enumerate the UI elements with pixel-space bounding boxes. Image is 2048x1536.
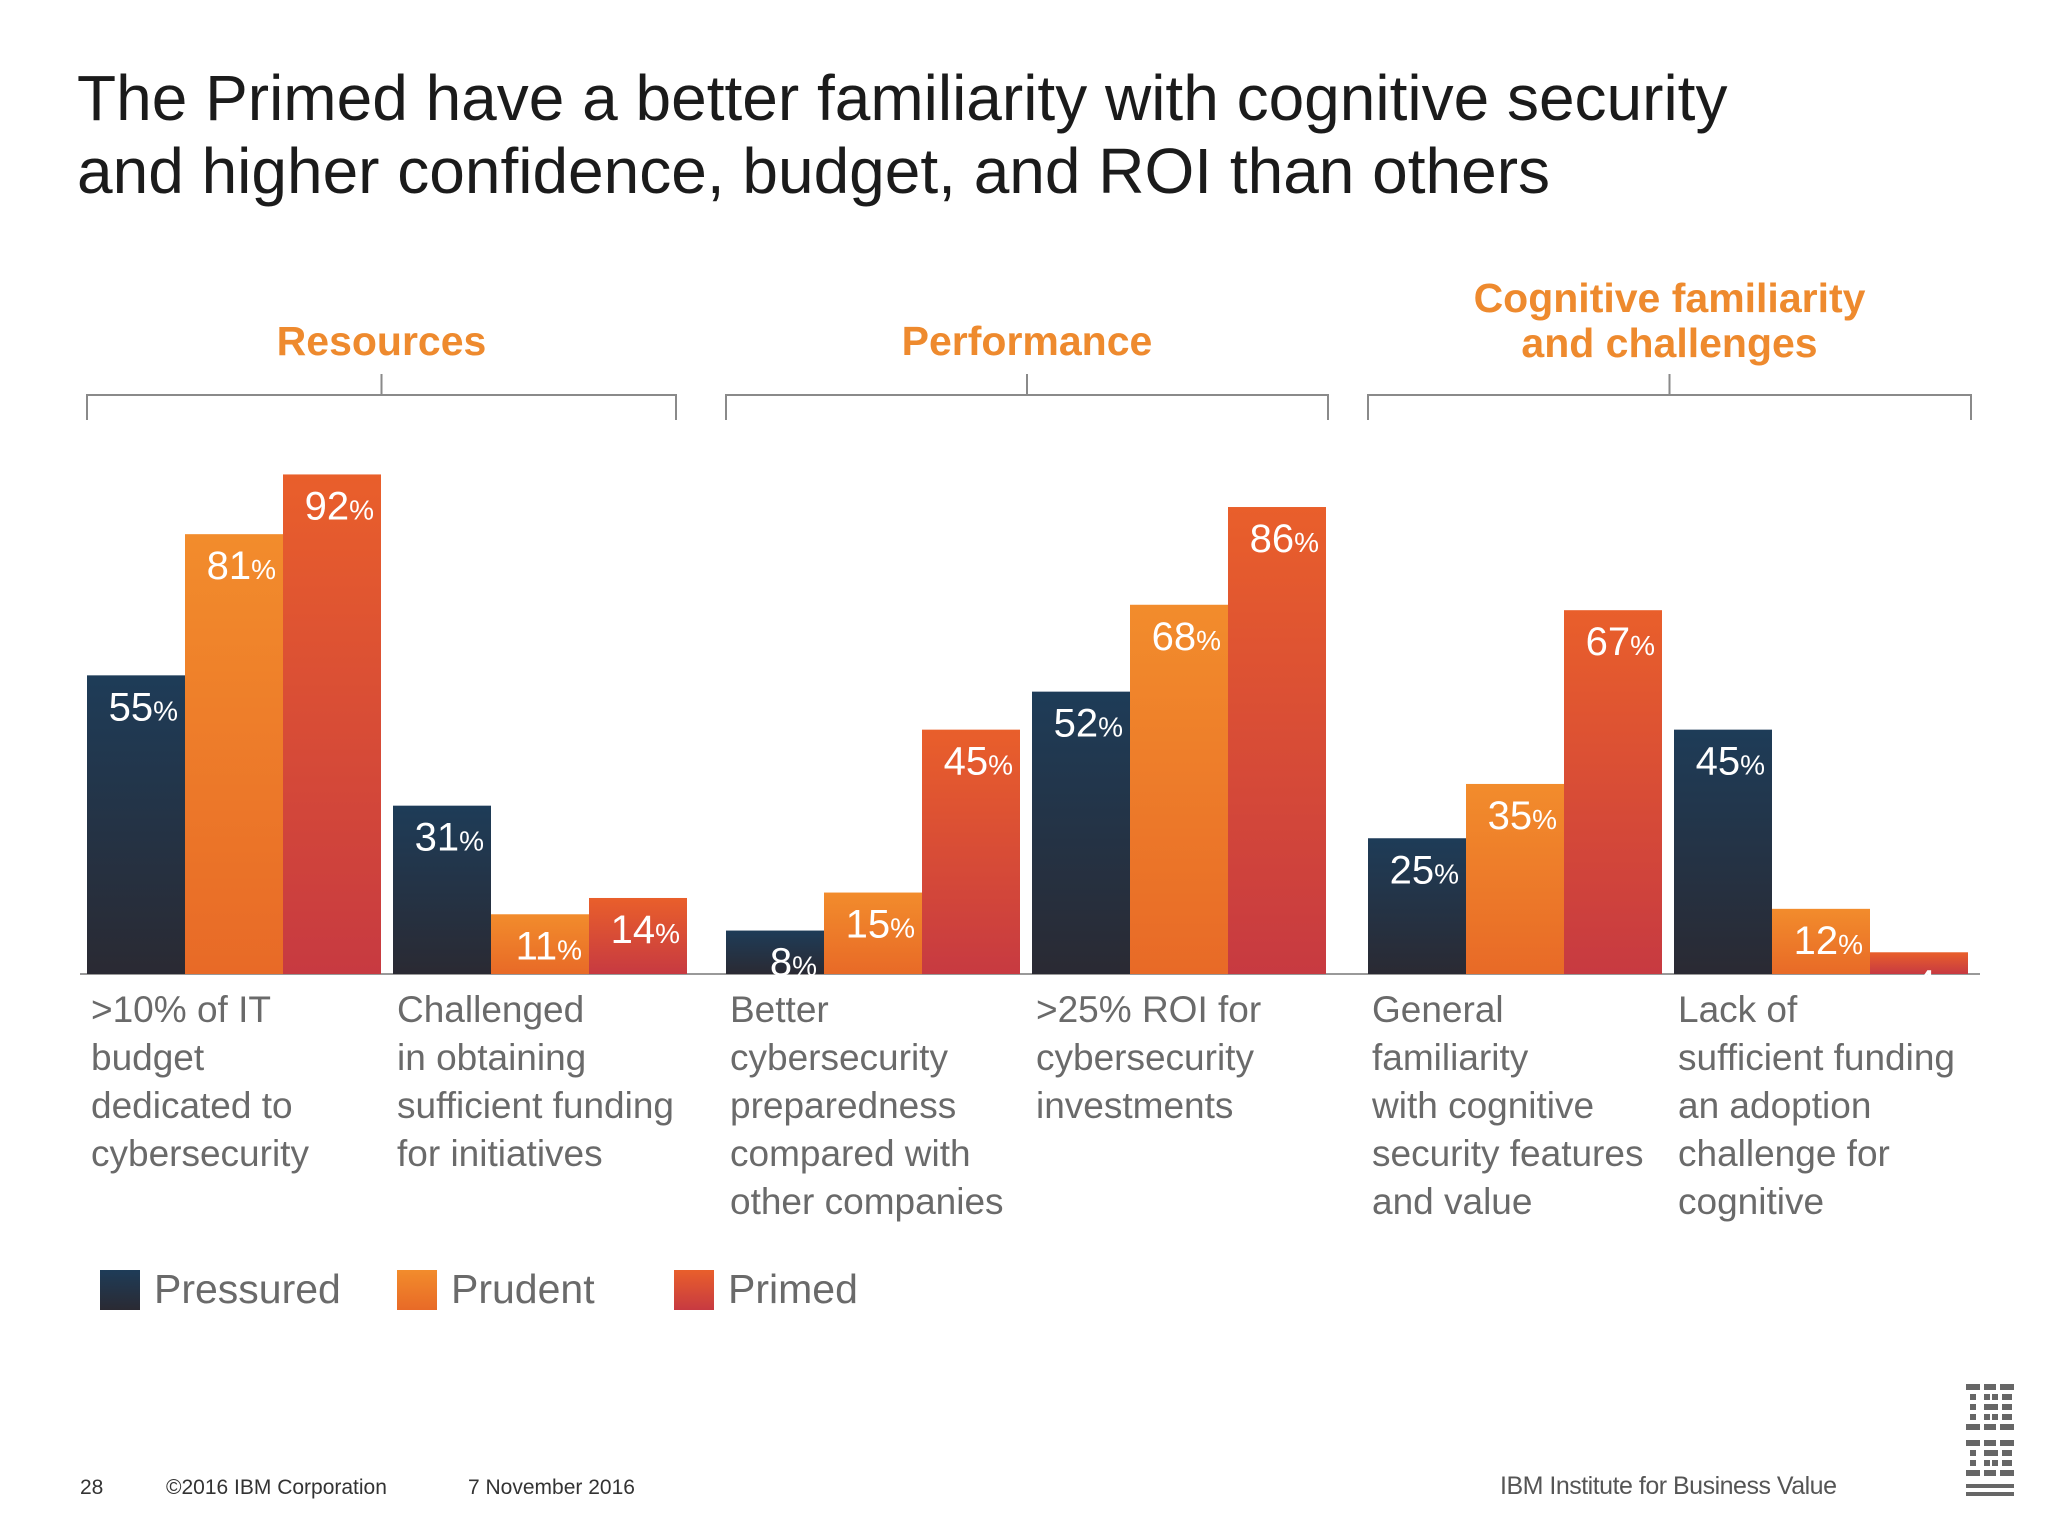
bar-prudent [491,914,589,974]
data-label: 52% [1054,702,1123,746]
category-label: >25% ROI for [1036,989,1261,1030]
group-heading: Performance [902,318,1153,364]
category-label: with cognitive [1371,1085,1594,1126]
group-heading: and challenges [1521,320,1817,366]
category-label: in obtaining [397,1037,586,1078]
group-bracket [725,374,1329,420]
bar-pressured [1368,838,1466,974]
page-title: The Primed have a better familiarity wit… [77,62,1728,207]
bar-primed [1870,952,1968,974]
category-label: cognitive [1678,1181,1824,1222]
legend-label: Primed [728,1266,858,1312]
category-label: familiarity [1372,1037,1529,1078]
data-label: 67% [1586,620,1655,664]
group-bracket [86,374,677,420]
bar-primed [1228,507,1326,974]
legend-swatch-prudent [397,1270,437,1310]
date: 7 November 2016 [468,1476,635,1499]
category-label: Better [730,989,829,1030]
data-label: 11% [516,924,582,968]
data-label: 45% [1696,740,1765,784]
category-label: cybersecurity [91,1133,309,1174]
category-label: sufficient funding [1678,1037,1955,1078]
legend-label: Pressured [154,1266,341,1312]
category-label: preparedness [730,1085,956,1126]
bar-primed [283,474,381,974]
data-label: 35% [1488,794,1557,838]
bar-pressured [1674,729,1772,974]
bar-pressured [393,805,491,974]
category-label: challenge for [1678,1133,1890,1174]
bar-prudent [1130,604,1228,974]
category-label: Challenged [397,989,584,1030]
bar-primed [922,729,1020,974]
brand-text: IBM Institute for Business Value [1500,1472,1837,1500]
data-label: 68% [1152,615,1221,659]
bar-prudent [824,892,922,974]
bar-pressured [1032,691,1130,974]
category-label: budget [91,1037,205,1078]
bar-prudent [185,534,283,974]
data-label: 55% [109,685,178,729]
category-label: other companies [730,1181,1004,1222]
data-label: 4% [1914,962,1961,1006]
group-heading: Cognitive familiarity [1474,275,1866,321]
data-label: 86% [1250,517,1319,561]
copyright: ©2016 IBM Corporation [166,1476,387,1499]
category-label: compared with [730,1133,971,1174]
legend-swatch-primed [674,1270,714,1310]
data-label: 14% [611,908,680,952]
page-number: 28 [80,1476,104,1499]
legend-swatch-pressured [100,1270,140,1310]
category-label: General [1372,989,1504,1030]
category-label: sufficient funding [397,1085,674,1126]
category-label: cybersecurity [730,1037,948,1078]
data-label: 45% [944,740,1013,784]
category-label: and value [1372,1181,1532,1222]
data-label: 8% [770,941,817,985]
data-label: 31% [415,816,484,860]
category-label: for initiatives [397,1133,603,1174]
data-label: 15% [846,903,915,947]
category-label: investments [1036,1085,1233,1126]
legend-label: Prudent [451,1266,595,1312]
category-label: an adoption [1678,1085,1871,1126]
category-label: cybersecurity [1036,1037,1254,1078]
data-label: 25% [1390,848,1459,892]
group-bracket [1367,374,1972,420]
category-label: >10% of IT [91,989,271,1030]
bar-prudent [1466,783,1564,974]
ibm-logo [1966,1384,2014,1496]
bar-primed [1564,610,1662,974]
bar-primed [589,897,687,974]
data-label: 12% [1794,919,1863,963]
category-label: dedicated to [91,1085,293,1126]
bar-pressured [726,930,824,974]
category-label: Lack of [1678,989,1798,1030]
group-heading: Resources [277,318,487,364]
bar-prudent [1772,908,1870,974]
bar-pressured [87,675,185,974]
category-label: security features [1372,1133,1643,1174]
data-label: 81% [207,544,276,588]
data-label: 92% [305,484,374,528]
